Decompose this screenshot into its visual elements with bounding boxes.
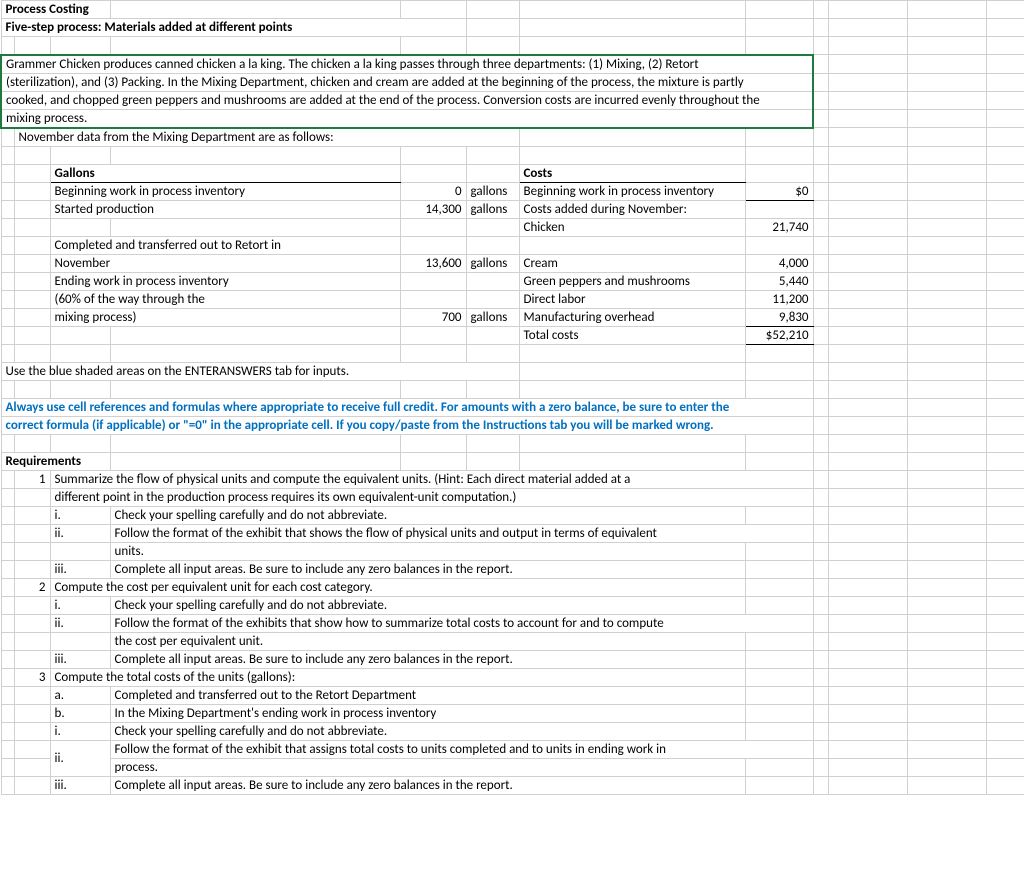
- costs-r7v: 9,830: [745, 308, 813, 326]
- costs-r2: Costs added during November:: [519, 200, 745, 218]
- problem-l4: mixing process.: [1, 109, 813, 128]
- req-2it: Check your spelling carefully and do not…: [110, 596, 745, 614]
- gallons-r2: Started production: [50, 200, 400, 218]
- req-2n: 2: [14, 578, 50, 596]
- req-3at: Completed and transferred out to the Ret…: [110, 686, 745, 704]
- req-2a: Compute the cost per equivalent unit for…: [50, 578, 745, 596]
- req-3it: Check your spelling carefully and do not…: [110, 722, 745, 740]
- req-2iib: the cost per equivalent unit.: [110, 632, 745, 650]
- req-3an: a.: [50, 686, 110, 704]
- req-1i: i.: [50, 506, 110, 524]
- costs-r8: Total costs: [519, 326, 745, 344]
- req-3a: Compute the total costs of the units (ga…: [50, 668, 745, 686]
- gallons-r1v: 0: [400, 182, 466, 200]
- costs-r5: Green peppers and mushrooms: [519, 272, 745, 290]
- gallons-r1: Beginning work in process inventory: [50, 182, 400, 200]
- req-title: Requirements: [1, 452, 110, 470]
- gallons-r3u: gallons: [466, 254, 519, 272]
- gallons-r6u: gallons: [466, 308, 519, 326]
- spreadsheet: Process Costing Five-step process: Mater…: [0, 0, 1024, 795]
- gallons-r3: Completed and transferred out to Retort …: [50, 236, 400, 254]
- gallons-r2u: gallons: [466, 200, 519, 218]
- req-1n: 1: [14, 470, 50, 488]
- req-1ii: ii.: [50, 524, 110, 542]
- note1: Use the blue shaded areas on the ENTERAN…: [1, 362, 519, 380]
- note2a: Always use cell references and formulas …: [1, 398, 813, 416]
- costs-r4: Cream: [519, 254, 745, 272]
- gallons-r3v: 13,600: [400, 254, 466, 272]
- costs-r4v: 4,000: [745, 254, 813, 272]
- costs-r1: Beginning work in process inventory: [519, 182, 745, 200]
- costs-r1v: $0: [745, 182, 813, 200]
- gallons-title: Gallons: [50, 164, 400, 182]
- req-3i: i.: [50, 722, 110, 740]
- problem-l1: Grammer Chicken produces canned chicken …: [1, 55, 813, 74]
- costs-r7: Manufacturing overhead: [519, 308, 745, 326]
- req-1b: different point in the production proces…: [50, 488, 813, 506]
- gallons-r1u: gallons: [466, 182, 519, 200]
- req-3n: 3: [14, 668, 50, 686]
- gallons-r6v: 700: [400, 308, 466, 326]
- req-3ii: ii.: [50, 740, 110, 776]
- req-3bn: b.: [50, 704, 110, 722]
- title: Process Costing: [1, 1, 110, 19]
- req-1it: Check your spelling carefully and do not…: [110, 506, 745, 524]
- req-2ii: ii.: [50, 614, 110, 632]
- gallons-r4: Ending work in process inventory: [50, 272, 400, 290]
- req-1iiit: Complete all input areas. Be sure to inc…: [110, 560, 745, 578]
- req-2iii: iii.: [50, 650, 110, 668]
- gallons-r6: mixing process): [50, 308, 400, 326]
- req-3iia: Follow the format of the exhibit that as…: [110, 740, 813, 758]
- costs-r5v: 5,440: [745, 272, 813, 290]
- gallons-r3b: November: [50, 254, 400, 272]
- costs-title: Costs: [519, 164, 745, 182]
- req-2i: i.: [50, 596, 110, 614]
- subtitle: Five-step process: Materials added at di…: [1, 19, 466, 37]
- costs-r3: Chicken: [519, 218, 745, 236]
- problem-l2: (sterilization), and (3) Packing. In the…: [1, 73, 813, 91]
- req-2iia: Follow the format of the exhibits that s…: [110, 614, 813, 632]
- req-3iib: process.: [110, 758, 745, 776]
- note2b: correct formula (if applicable) or "=0" …: [1, 416, 813, 434]
- gallons-r2v: 14,300: [400, 200, 466, 218]
- costs-r3v: 21,740: [745, 218, 813, 236]
- gallons-r5: (60% of the way through the: [50, 290, 400, 308]
- data-header: November data from the Mixing Department…: [14, 128, 519, 147]
- req-3iiit: Complete all input areas. Be sure to inc…: [110, 776, 745, 794]
- req-2iiit: Complete all input areas. Be sure to inc…: [110, 650, 745, 668]
- req-3iii: iii.: [50, 776, 110, 794]
- req-1iii: iii.: [50, 560, 110, 578]
- costs-r6: Direct labor: [519, 290, 745, 308]
- req-1a: Summarize the flow of physical units and…: [50, 470, 813, 488]
- costs-r8v: $52,210: [745, 326, 813, 344]
- costs-r6v: 11,200: [745, 290, 813, 308]
- req-1iia: Follow the format of the exhibit that sh…: [110, 524, 813, 542]
- req-3bt: In the Mixing Department's ending work i…: [110, 704, 745, 722]
- req-1iib: units.: [110, 542, 745, 560]
- problem-l3: cooked, and chopped green peppers and mu…: [1, 91, 813, 109]
